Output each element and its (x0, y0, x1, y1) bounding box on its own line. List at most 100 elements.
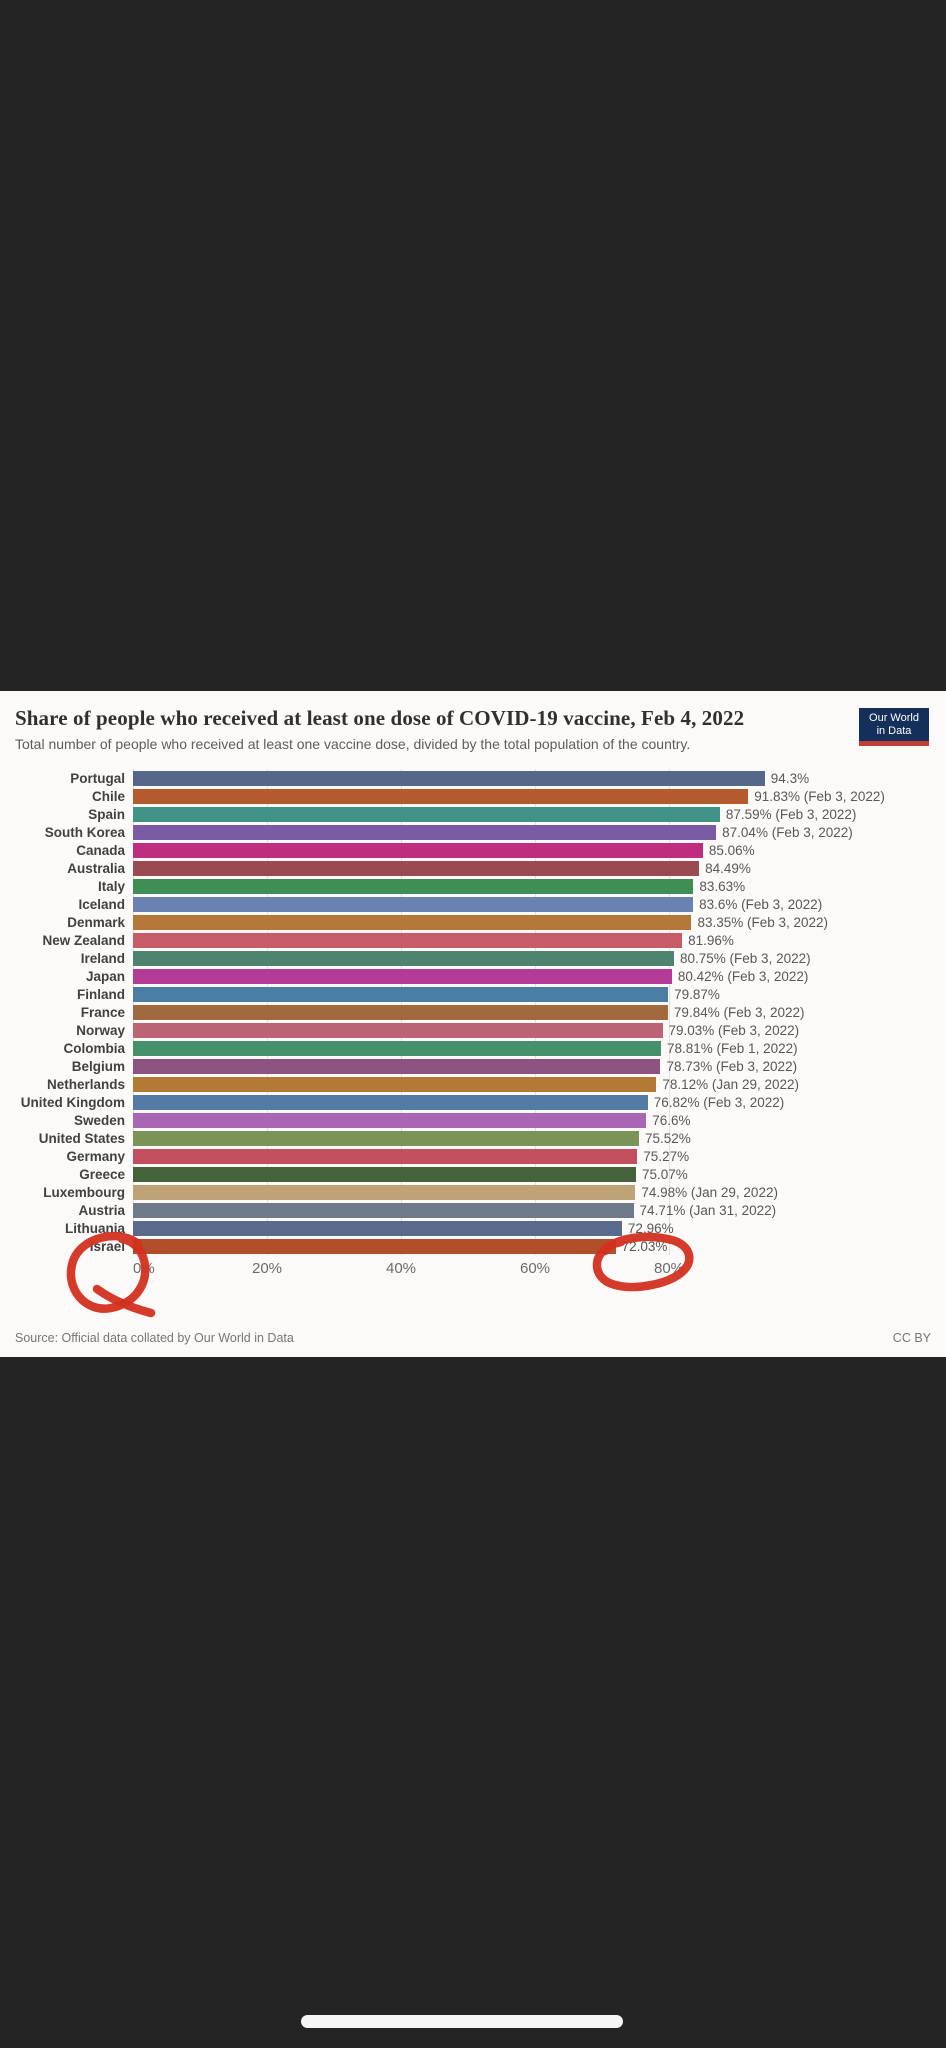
value-label: 79.84% (Feb 3, 2022) (673, 1004, 805, 1020)
bar (133, 1166, 636, 1182)
x-axis-tick: 20% (251, 1260, 283, 1277)
country-label: Australia (67, 860, 125, 876)
country-label: Japan (85, 968, 125, 984)
country-label: Netherlands (46, 1076, 125, 1092)
bar (133, 806, 720, 822)
bar (133, 914, 692, 930)
country-label: South Korea (44, 824, 125, 840)
value-label: 78.73% (Feb 3, 2022) (666, 1058, 798, 1074)
owid-logo-line2: in Data (876, 725, 912, 737)
country-label: Iceland (78, 896, 125, 912)
home-indicator[interactable] (301, 2015, 623, 2028)
value-label: 87.59% (Feb 3, 2022) (725, 806, 857, 822)
value-label: 83.63% (699, 878, 746, 894)
country-label: Finland (77, 986, 125, 1002)
value-label: 83.35% (Feb 3, 2022) (697, 914, 829, 930)
value-label: 78.81% (Feb 1, 2022) (667, 1040, 798, 1056)
chart-row: Canada 85.06% (0, 841, 946, 859)
value-label: 72.03% (621, 1238, 668, 1254)
chart-row: United Kingdom 76.82% (Feb 3, 2022) (0, 1093, 946, 1111)
value-label: 85.06% (708, 842, 755, 858)
owid-logo: Our World in Data (859, 708, 929, 746)
bar (133, 788, 749, 804)
chart-row: Lithuania 72.96% (0, 1219, 946, 1237)
value-label: 83.6% (Feb 3, 2022) (699, 896, 823, 912)
value-label: 91.83% (Feb 3, 2022) (754, 788, 885, 804)
x-axis-tick: 60% (519, 1260, 551, 1277)
chart-row: Germany 75.27% (0, 1147, 946, 1165)
country-label: Norway (76, 1022, 125, 1038)
chart-row: Australia 84.49% (0, 859, 946, 877)
bar (133, 860, 700, 876)
country-label: Greece (79, 1166, 125, 1182)
country-label: New Zealand (42, 932, 125, 948)
value-label: 75.27% (643, 1148, 690, 1164)
chart-row: Iceland 83.6% (Feb 3, 2022) (0, 895, 946, 913)
chart-row: Japan 80.42% (Feb 3, 2022) (0, 967, 946, 985)
country-label: Portugal (70, 770, 125, 786)
value-label: 87.04% (Feb 3, 2022) (722, 824, 853, 840)
country-label: Spain (88, 806, 125, 822)
value-label: 81.96% (688, 932, 734, 948)
bar (133, 1220, 622, 1236)
country-label: Lithuania (65, 1220, 125, 1236)
bar (133, 1112, 647, 1128)
value-label: 75.07% (641, 1166, 688, 1182)
bar (133, 842, 703, 858)
chart-row: Colombia 78.81% (Feb 1, 2022) (0, 1039, 946, 1057)
value-label: 84.49% (705, 860, 751, 876)
bar (133, 1058, 661, 1074)
chart-row: France 79.84% (Feb 3, 2022) (0, 1003, 946, 1021)
value-label: 74.71% (Jan 31, 2022) (639, 1202, 777, 1218)
bar (133, 770, 765, 786)
x-axis-tick: 40% (385, 1260, 417, 1277)
chart-row: Belgium 78.73% (Feb 3, 2022) (0, 1057, 946, 1075)
value-label: 80.75% (Feb 3, 2022) (680, 950, 811, 966)
bar-chart: Portugal 94.3% Chile 91.83% (Feb 3, 2022) Sp… (0, 769, 946, 1282)
bar (133, 1040, 662, 1056)
x-axis-tick: 80% (653, 1260, 685, 1277)
chart-row: Chile 91.83% (Feb 3, 2022) (0, 787, 946, 805)
bar (133, 1148, 638, 1164)
chart-row: Italy 83.63% (0, 877, 946, 895)
country-label: Chile (91, 788, 125, 804)
country-label: Ireland (80, 950, 125, 966)
chart-row: New Zealand 81.96% (0, 931, 946, 949)
value-label: 72.96% (627, 1220, 674, 1236)
value-label: 76.6% (652, 1112, 691, 1128)
chart-header: Share of people who received at least on… (0, 691, 946, 753)
country-label: Italy (97, 878, 125, 894)
owid-logo-line1: Our World (869, 712, 919, 724)
chart-title: Share of people who received at least on… (15, 706, 745, 730)
country-label: Belgium (71, 1058, 125, 1074)
bar (133, 932, 683, 948)
bar (133, 878, 694, 894)
value-label: 79.87% (674, 986, 720, 1002)
bar (133, 1094, 648, 1110)
country-label: Luxembourg (43, 1184, 125, 1200)
chart-row: Netherlands 78.12% (Jan 29, 2022) (0, 1075, 946, 1093)
bar (133, 1238, 616, 1254)
chart-row: Portugal 94.3% (0, 769, 946, 787)
country-label: Colombia (63, 1040, 125, 1056)
chart-row: United States 75.52% (0, 1129, 946, 1147)
bar (133, 1022, 663, 1038)
chart-footer: Source: Official data collated by Our Wo… (15, 1331, 931, 1345)
country-label: Austria (78, 1202, 125, 1218)
bar (133, 824, 717, 840)
license-note: CC BY (892, 1331, 931, 1345)
chart-row: Norway 79.03% (Feb 3, 2022) (0, 1021, 946, 1039)
chart-row: Ireland 80.75% (Feb 3, 2022) (0, 949, 946, 967)
country-label: United States (38, 1130, 125, 1146)
country-label: Germany (66, 1148, 125, 1164)
value-label: 74.98% (Jan 29, 2022) (641, 1184, 778, 1200)
country-label: Denmark (67, 914, 125, 930)
bar (133, 950, 675, 966)
value-label: 78.12% (Jan 29, 2022) (662, 1076, 799, 1092)
bar (133, 1004, 668, 1020)
country-label: France (80, 1004, 125, 1020)
owid-logo-stripe (859, 741, 929, 746)
chart-row: Finland 79.87% (0, 985, 946, 1003)
bar (133, 1184, 636, 1200)
source-note: Source: Official data collated by Our Wo… (15, 1331, 294, 1345)
